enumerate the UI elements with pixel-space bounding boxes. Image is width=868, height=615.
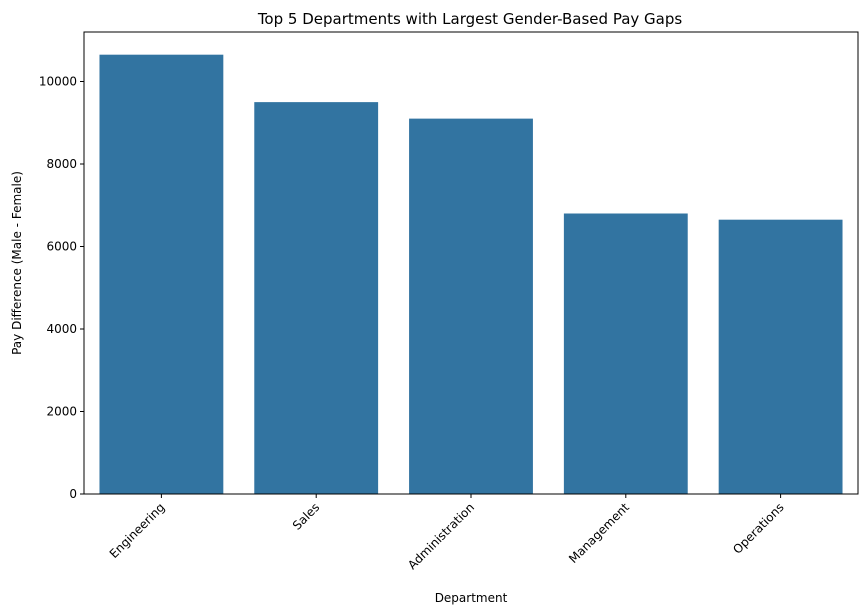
y-tick-label: 4000 [46, 322, 77, 336]
x-tick-label: Management [566, 500, 632, 566]
y-axis-label: Pay Difference (Male - Female) [10, 171, 24, 355]
y-tick-label: 10000 [39, 75, 77, 89]
x-tick-label: Operations [730, 500, 787, 557]
y-tick-label: 2000 [46, 405, 77, 419]
bar-operations [718, 219, 843, 494]
x-axis-label: Department [435, 591, 508, 605]
y-tick-label: 8000 [46, 157, 77, 171]
bars-group [99, 54, 843, 494]
bar-administration [409, 118, 533, 494]
plot-frame [83, 31, 859, 495]
x-tick-label: Administration [405, 500, 477, 572]
chart-title: Top 5 Departments with Largest Gender-Ba… [257, 10, 683, 28]
y-tick-label: 0 [69, 487, 77, 501]
y-tick-label: 6000 [46, 240, 77, 254]
x-axis: Engineering Sales Administration Management… [107, 494, 787, 572]
bar-sales [254, 102, 379, 494]
bar-engineering [99, 54, 224, 494]
y-axis: 0 2000 4000 6000 8000 10000 [39, 75, 84, 501]
x-tick-label: Sales [290, 500, 322, 532]
x-tick-label: Engineering [107, 500, 168, 561]
bar-management [563, 213, 688, 494]
